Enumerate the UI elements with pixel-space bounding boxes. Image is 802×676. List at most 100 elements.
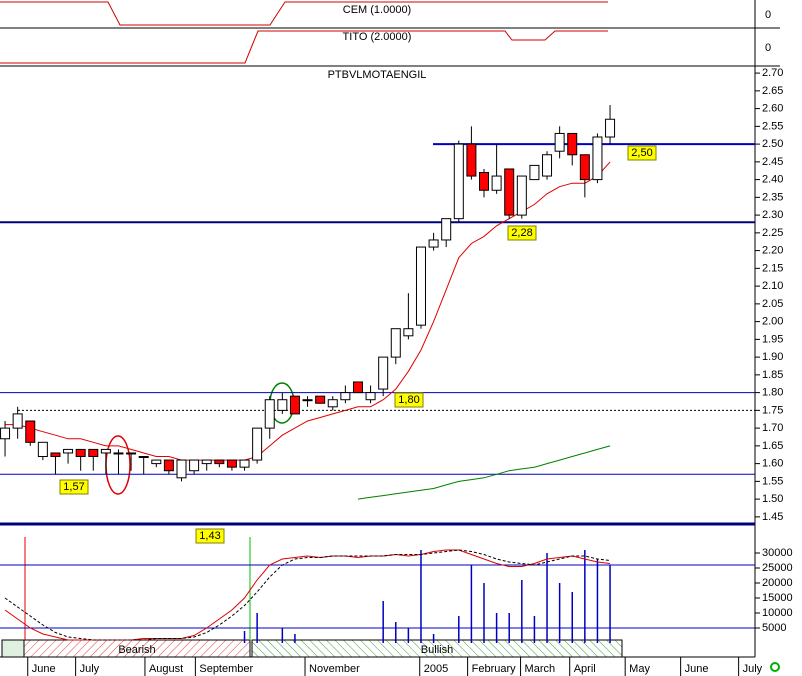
candle-body [378, 356, 389, 390]
candle-body [252, 427, 263, 461]
level-label: 2,28 [511, 227, 532, 239]
y-tick-label: 1.55 [762, 475, 783, 487]
y-tick-label: 2.65 [762, 85, 783, 97]
oscillator-line [4, 549, 611, 641]
candle-body [12, 413, 23, 429]
level-label-box [507, 225, 537, 241]
y-tick-label: 1.60 [762, 458, 783, 470]
band-end [1, 639, 25, 658]
candle-body [100, 448, 111, 454]
y-tick-label: 15000 [762, 592, 793, 604]
y-tick-label: 2.35 [762, 191, 783, 203]
level-label-box [394, 392, 424, 408]
x-tick-label: May [629, 663, 650, 675]
y-tick-label: 1.95 [762, 333, 783, 345]
candle-body [491, 175, 502, 191]
candle-body [554, 132, 565, 152]
x-tick-label: April [574, 663, 596, 675]
candle-body [403, 328, 414, 337]
candle-body [579, 154, 590, 181]
tito-line [0, 30, 608, 64]
moving-average [357, 445, 611, 500]
candle-body [428, 239, 439, 248]
candle-body [63, 448, 74, 454]
y-tick-label: 2.25 [762, 227, 783, 239]
phase-label: Bullish [421, 644, 453, 656]
candle-body [390, 328, 401, 358]
y-tick-label: 2.55 [762, 120, 783, 132]
panel-tick-label: 0 [765, 9, 771, 21]
status-icon[interactable] [770, 662, 780, 672]
candle-body [37, 441, 48, 458]
y-tick-label: 1.90 [762, 351, 783, 363]
candle-body [302, 399, 313, 402]
level-label: 1,57 [63, 481, 84, 493]
candle-body [176, 459, 187, 479]
y-tick-label: 2.30 [762, 209, 783, 221]
candle-body [352, 381, 363, 394]
candle-body [138, 456, 149, 459]
candle-body [453, 143, 464, 220]
y-tick-label: 1.50 [762, 493, 783, 505]
level-label-box [59, 479, 89, 495]
x-tick-label: June [685, 663, 709, 675]
candle-body [542, 154, 553, 177]
y-tick-label: 2.00 [762, 316, 783, 328]
x-tick-label: July [80, 663, 100, 675]
y-tick-label: 1.80 [762, 387, 783, 399]
candle-body [25, 420, 36, 443]
level-label: 1,43 [199, 530, 220, 542]
level-label-box [195, 528, 225, 544]
y-tick-label: 2.50 [762, 138, 783, 150]
y-tick-label: 1.85 [762, 369, 783, 381]
candle-body [441, 218, 452, 241]
x-tick-label: November [309, 663, 360, 675]
candle-body [504, 168, 515, 216]
candle-body [264, 399, 275, 429]
candle-body [214, 459, 225, 465]
candle-body [163, 459, 174, 472]
phase-label: Bearish [118, 644, 155, 656]
y-tick-label: 2.60 [762, 103, 783, 115]
y-tick-label: 1.75 [762, 404, 783, 416]
candle-body [365, 392, 376, 401]
candle-body [151, 459, 162, 465]
y-tick-label: 2.20 [762, 245, 783, 257]
candle-body [289, 395, 300, 415]
panel-title: TITO (2.0000) [343, 31, 412, 43]
candle-body [466, 143, 477, 177]
y-tick-label: 2.05 [762, 298, 783, 310]
panel-tick-label: 0 [765, 42, 771, 54]
candle-body [605, 118, 616, 138]
moving-average [5, 161, 611, 461]
level-label-box [627, 145, 657, 161]
x-tick-label: February [472, 663, 517, 675]
cem-line [0, 1, 608, 26]
candle-body [0, 427, 11, 440]
x-tick-label: September [199, 663, 253, 675]
candle-body [592, 136, 603, 181]
candle-body [88, 448, 99, 458]
candle-body [201, 459, 212, 465]
candle-body [516, 175, 527, 216]
candle-body [529, 164, 540, 181]
candle-body [415, 246, 426, 326]
y-tick-label: 2.45 [762, 156, 783, 168]
candle-body [226, 459, 237, 468]
candle-body [50, 452, 61, 458]
y-tick-label: 5000 [762, 622, 786, 634]
candle-body [340, 392, 351, 401]
level-label: 1,80 [398, 394, 419, 406]
y-tick-label: 20000 [762, 577, 793, 589]
candle-body [479, 172, 490, 191]
y-tick-label: 2.70 [762, 67, 783, 79]
y-tick-label: 1.70 [762, 422, 783, 434]
panel-title: CEM (1.0000) [343, 4, 411, 16]
y-tick-label: 10000 [762, 607, 793, 619]
y-tick-label: 1.65 [762, 440, 783, 452]
candle-body [189, 459, 200, 472]
y-tick-label: 25000 [762, 562, 793, 574]
y-tick-label: 2.15 [762, 262, 783, 274]
y-tick-label: 2.40 [762, 174, 783, 186]
